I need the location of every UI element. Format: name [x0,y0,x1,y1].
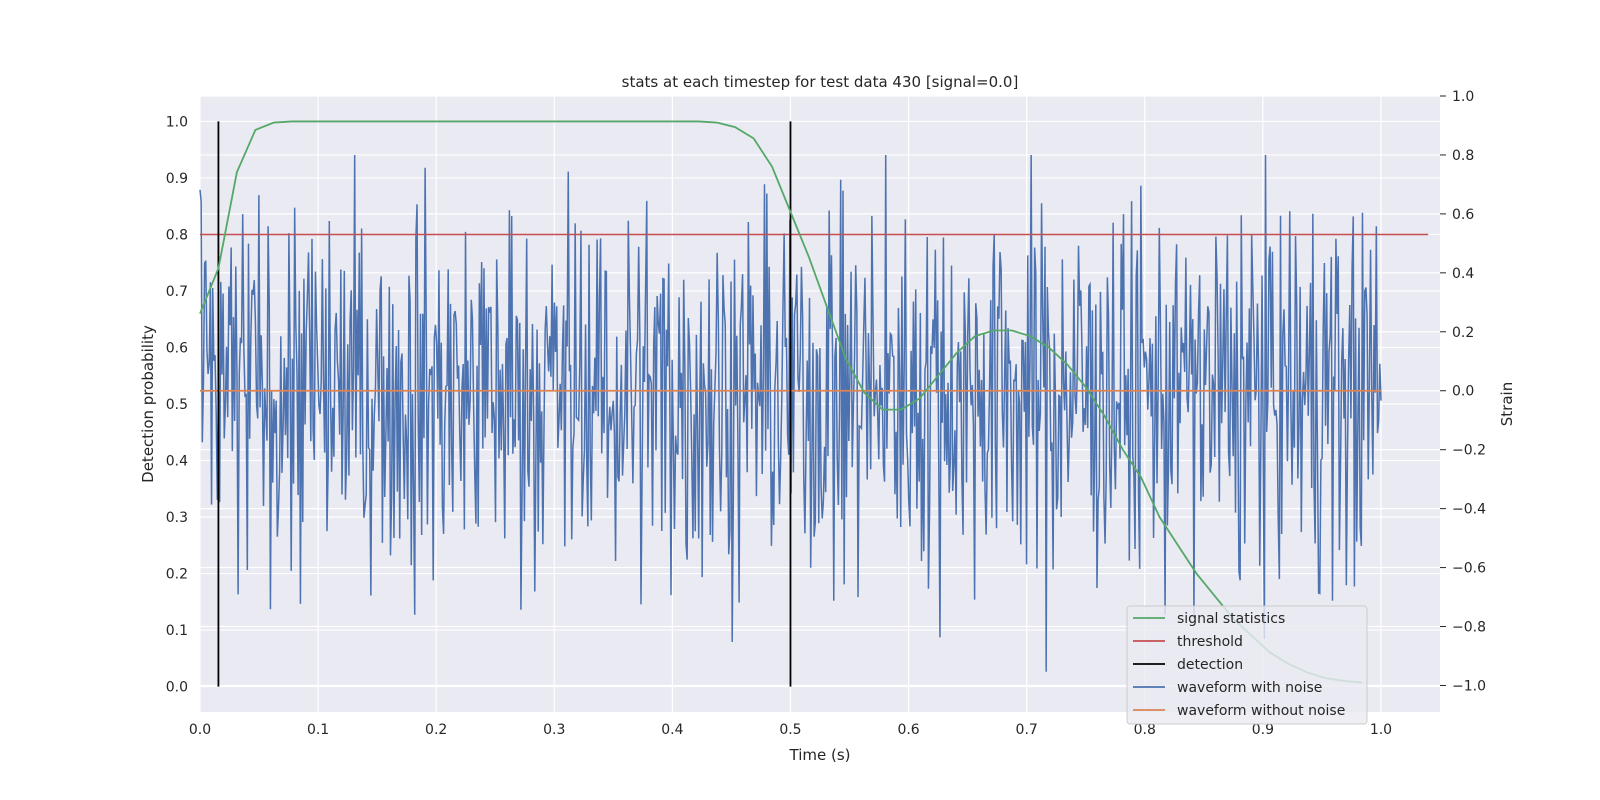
x-tick-label: 0.2 [425,722,447,738]
x-tick-label: 0.3 [543,722,565,738]
x-tick-label: 1.0 [1370,722,1392,738]
right-y-tick-label: 0.8 [1452,148,1474,164]
right-y-tick-label: 0.2 [1452,325,1474,341]
legend-box [1126,605,1368,725]
right-y-tick-label: −1.0 [1452,678,1486,694]
x-axis-label: Time (s) [789,746,851,764]
x-tick-label: 0.8 [1134,722,1156,738]
series-line-signal-statistics [199,120,1363,684]
x-tick-label: 0.4 [661,722,683,738]
left-y-tick-label: 0.1 [166,623,188,639]
left-y-tick-label: 0.8 [166,227,188,243]
left-y-axis-label: Detection probability [139,325,157,483]
legend-label: detection [1177,657,1243,673]
left-y-tick-label: 0.2 [166,567,188,583]
right-y-tick-label: 1.0 [1452,89,1474,105]
left-y-tick-label: 0.6 [166,340,188,356]
left-y-tick-label: 0.5 [166,397,188,413]
left-y-tick-label: 0.7 [166,284,188,300]
x-tick-label: 0.0 [189,722,211,738]
left-y-tick-label: 0.4 [166,454,188,470]
right-y-tick-label: 0.0 [1452,384,1474,400]
legend: signal statistics threshold detection wavef… [1126,605,1368,725]
x-tick-label: 0.7 [1016,722,1038,738]
left-axis-ticks: 0.0 0.1 0.2 0.3 0.4 0.5 0.6 0.7 0.8 0.9 1.0 [166,114,188,695]
marks [199,120,1429,687]
right-y-tick-label: −0.2 [1452,443,1486,459]
legend-label: waveform without noise [1177,703,1345,719]
x-tick-label: 0.6 [897,722,919,738]
x-tick-label: 0.5 [779,722,801,738]
chart-title: stats at each timestep for test data 430… [622,73,1019,91]
left-y-tick-label: 1.0 [166,114,188,130]
right-y-axis-label: Strain [1498,382,1516,426]
left-y-tick-label: 0.3 [166,510,188,526]
x-tick-label: 0.9 [1252,722,1274,738]
x-tick-label: 0.1 [307,722,329,738]
legend-label: threshold [1177,634,1243,650]
legend-label: signal statistics [1177,611,1285,627]
left-y-tick-label: 0.0 [166,680,188,696]
x-axis-ticks: 0.0 0.1 0.2 0.3 0.4 0.5 0.6 0.7 0.8 0.9 1.0 [189,722,1392,738]
right-axis-ticks: 1.0 0.8 0.6 0.4 0.2 0.0 −0.2 −0.4 −0.6 −0.8 −1.0 [1440,89,1486,694]
right-y-tick-label: −0.8 [1452,620,1486,636]
right-y-tick-label: 0.6 [1452,207,1474,223]
left-y-tick-label: 0.9 [166,171,188,187]
legend-label: waveform with noise [1177,680,1322,696]
right-y-tick-label: −0.6 [1452,561,1486,577]
right-y-tick-label: 0.4 [1452,266,1474,282]
right-y-tick-label: −0.4 [1452,502,1486,518]
